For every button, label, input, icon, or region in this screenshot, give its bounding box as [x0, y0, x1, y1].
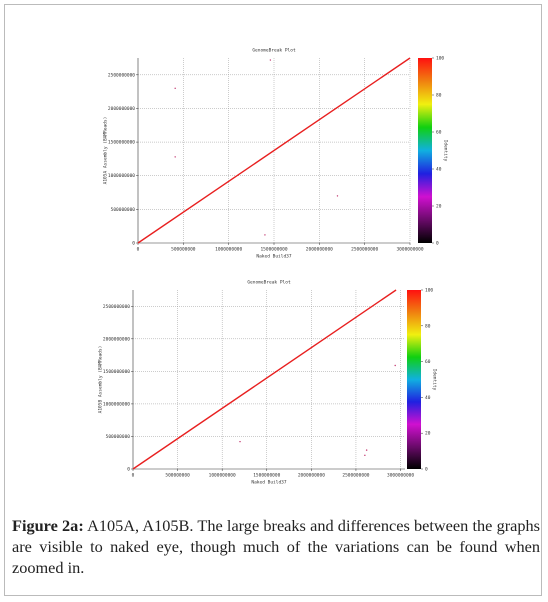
colorbar-tick-label: 20 — [436, 204, 442, 210]
colorbar-tick-label: 0 — [436, 241, 439, 247]
outlier-dot — [269, 59, 272, 61]
outlier-dot — [174, 87, 176, 89]
colorbar-tick-label: 20 — [425, 431, 431, 437]
y-axis-label: A105B Assembly (BAMReads) — [98, 346, 104, 414]
colorbar-tick-label: 80 — [425, 323, 431, 329]
x-tick-label: 500000000 — [171, 247, 196, 253]
colorbar-tick-label: 100 — [425, 288, 433, 294]
caption: Figure 2a: A105A, A105B. The large break… — [12, 515, 540, 578]
y-tick-label: 2000000000 — [108, 106, 135, 112]
figure-frame — [4, 4, 542, 596]
outlier-dot — [239, 440, 241, 443]
outlier-dot — [336, 195, 339, 197]
y-tick-label: 0 — [132, 241, 135, 247]
x-axis-label: Naked Build37 — [256, 254, 292, 260]
outlier-dot — [365, 449, 368, 451]
y-tick-label: 0 — [127, 467, 130, 473]
y-tick-label: 1500000000 — [108, 140, 135, 146]
alignment-line — [132, 289, 397, 470]
x-tick-label: 1500000000 — [253, 473, 280, 479]
y-tick-label: 500000000 — [106, 434, 131, 440]
y-tick-label: 1500000000 — [103, 369, 130, 375]
outlier-dot — [174, 156, 176, 158]
y-tick-label: 1000000000 — [103, 401, 130, 407]
x-tick-label: 1000000000 — [215, 247, 242, 253]
y-tick-label: 500000000 — [111, 207, 136, 213]
colorbar-tick-label: 40 — [436, 167, 442, 173]
x-tick-label: 1000000000 — [209, 473, 236, 479]
caption-label: Figure 2a: — [12, 516, 84, 535]
x-tick-label: 2000000000 — [306, 247, 333, 253]
y-tick-label: 2500000000 — [103, 304, 130, 310]
colorbar-tick-label: 0 — [425, 467, 428, 473]
y-axis-label: A105A Assembly (BAMReads) — [103, 117, 109, 185]
y-tick-label: 1000000000 — [108, 173, 135, 179]
y-tick-label: 2500000000 — [108, 72, 135, 78]
colorbar-tick-label: 60 — [425, 359, 431, 365]
x-tick-label: 3000000000 — [387, 473, 414, 479]
colorbar — [407, 290, 421, 469]
outlier-dot — [394, 364, 396, 367]
chart-title: GenomeBreak Plot — [252, 48, 296, 54]
y-tick-label: 2000000000 — [103, 336, 130, 342]
x-tick-label: 2000000000 — [298, 473, 325, 479]
x-tick-label: 1500000000 — [260, 247, 287, 253]
figure: GenomeBreak Plot Naked Build37 A105A Assem… — [98, 48, 449, 486]
x-tick-label: 0 — [137, 247, 140, 253]
colorbar-tick-label: 100 — [436, 56, 444, 62]
alignment-line — [137, 57, 411, 244]
colorbar-label: Identity — [432, 369, 438, 391]
caption-text: A105A, A105B. The large breaks and diffe… — [12, 516, 540, 577]
chart-title: GenomeBreak Plot — [247, 280, 291, 286]
x-tick-label: 3000000000 — [396, 247, 423, 253]
colorbar-label: Identity — [443, 140, 449, 162]
x-tick-label: 2500000000 — [342, 473, 369, 479]
outlier-dot — [364, 454, 366, 457]
x-tick-label: 2500000000 — [351, 247, 378, 253]
colorbar-tick-label: 80 — [436, 93, 442, 99]
colorbar-tick-label: 60 — [436, 130, 442, 136]
x-tick-label: 500000000 — [165, 473, 190, 479]
x-axis-label: Naked Build37 — [251, 480, 287, 486]
outlier-dot — [264, 234, 266, 236]
plot-area — [133, 290, 405, 469]
colorbar — [418, 58, 432, 243]
x-tick-label: 0 — [132, 473, 135, 479]
colorbar-tick-label: 40 — [425, 395, 431, 401]
